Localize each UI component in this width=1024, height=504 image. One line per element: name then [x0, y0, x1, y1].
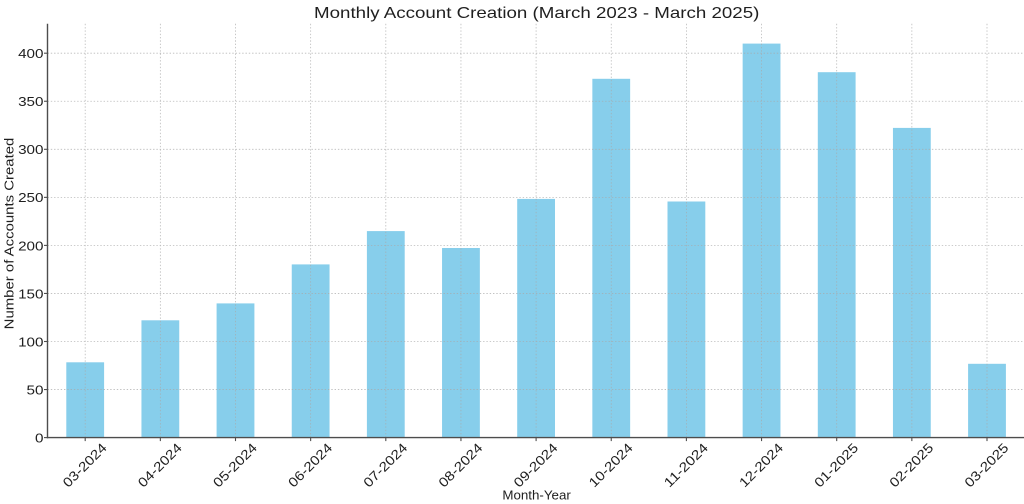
svg-text:250: 250: [18, 190, 43, 205]
svg-text:Number of Accounts Created: Number of Accounts Created: [2, 138, 17, 330]
svg-text:Month-Year: Month-Year: [502, 488, 571, 503]
svg-text:400: 400: [18, 46, 43, 61]
svg-text:100: 100: [18, 334, 43, 349]
svg-text:200: 200: [18, 238, 43, 253]
svg-text:0: 0: [35, 430, 44, 445]
svg-text:300: 300: [18, 142, 43, 157]
svg-text:350: 350: [18, 94, 43, 109]
svg-text:150: 150: [18, 286, 43, 301]
svg-text:Monthly Account Creation (Marc: Monthly Account Creation (March 2023 - M…: [314, 5, 759, 22]
svg-text:50: 50: [27, 382, 44, 397]
